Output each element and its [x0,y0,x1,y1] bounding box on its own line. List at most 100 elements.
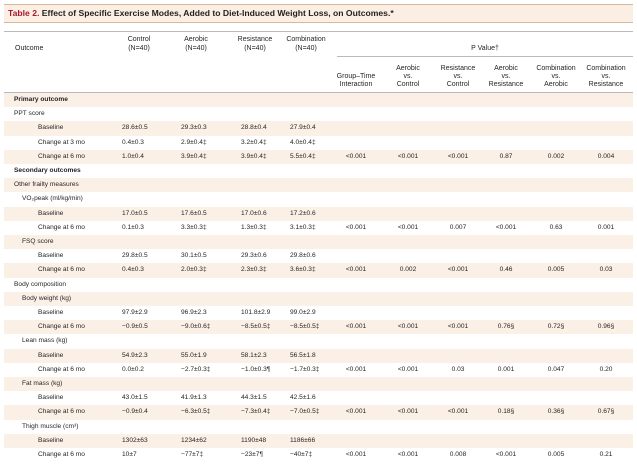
p-value: 0.20 [599,365,613,373]
group-value: 0.0±0.2 [122,365,144,373]
pvalue-col-header-line3: Resistance [588,81,624,88]
p-value: <0.001 [397,223,419,231]
pvalue-header: P Value† [471,45,499,52]
p-value: 0.047 [547,365,565,373]
row-label: Primary outcome [14,96,68,103]
table-row: Body composition [4,278,633,292]
row-label: FSQ score [22,238,54,245]
group-header-name: Combination [286,36,326,43]
group-value: 2.0±0.3‡ [181,266,207,274]
group-value: 101.8±2.9 [241,309,271,316]
group-value: 28.8±0.4 [241,124,267,132]
p-value: 0.36§ [547,408,565,416]
row-label: Body weight (kg) [22,294,72,302]
pvalue-col-header-line3: Control [396,81,420,88]
pvalue-col-header-line1: Combination [536,65,576,72]
pvalue-col-header-line3: Resistance [488,81,524,88]
table-row: Change at 6 mo −0.9±0.5 −9.0±0.6‡ −8.5±0.5‡… [4,320,633,335]
p-value: 0.18§ [497,408,515,416]
table-row: Change at 6 mo 1.0±0.4 3.9±0.4‡ 3.9±0.4‡ 5.5… [4,149,633,164]
group-header-name: Control [127,36,151,43]
group-value: 97.9±2.9 [122,309,148,316]
table-row: Secondary outcomes [4,164,633,178]
table-row: Baseline 28.6±0.5 29.3±0.3 28.8±0.4 27.9±0.4 [4,121,633,136]
group-value: 3.1±0.3‡ [290,223,316,231]
group-value: 58.1±2.3 [241,351,267,359]
p-value: <0.001 [447,152,469,160]
p-value: 0.03 [451,365,465,373]
group-value: −7.0±0.5‡ [290,408,320,416]
group-value: 17.0±0.6 [241,209,267,217]
group-header-n: (N=40) [244,45,266,52]
group-value: −23±7¶ [241,451,264,458]
group-value: 1186±66 [290,436,316,444]
p-value: 0.21 [599,451,613,458]
group-value: −8.5±0.5‡ [290,323,320,331]
p-value: <0.001 [397,152,419,160]
group-value: 29.3±0.3 [181,124,207,132]
group-value: 41.9±1.3 [181,394,207,402]
p-value: 0.72§ [547,323,565,331]
table-row: Baseline 97.9±2.9 96.9±2.3 101.8±2.9 99.0±2.… [4,306,633,320]
p-value: <0.001 [397,408,419,416]
row-label: Baseline [38,394,64,402]
row-label: Change at 6 mo [38,152,85,160]
group-header-n: (N=40) [185,45,207,52]
p-value: <0.001 [345,365,367,373]
row-label: Baseline [38,252,64,260]
p-value: <0.001 [345,408,367,416]
row-label: Baseline [38,351,64,359]
group-value: 55.0±1.9 [181,351,207,359]
table-row: Change at 6 mo 0.4±0.3 2.0±0.3‡ 2.3±0.3‡ 3.6… [4,263,633,278]
table-row: Change at 3 mo 0.4±0.3 2.9±0.4‡ 3.2±0.4‡ 4.0… [4,136,633,150]
table-number: Table 2. [8,8,40,18]
group-value: −0.9±0.5 [122,323,148,331]
row-label: Fat mass (kg) [22,380,63,387]
pvalue-col-header-line2: vs. [551,73,561,80]
p-value: <0.001 [447,266,469,274]
group-value: 96.9±2.3 [181,309,207,316]
p-value: <0.001 [345,223,367,231]
header-top-rule [4,31,633,32]
group-value: 99.0±2.9 [290,309,316,316]
group-value: 5.5±0.4‡ [290,152,316,160]
table-row: FSQ score [4,235,633,250]
group-value: 29.8±0.5 [122,252,148,260]
group-header-n: (N=40) [295,45,317,52]
p-value: <0.001 [397,451,419,458]
group-value: 1234±62 [181,436,207,444]
group-value: 29.3±0.6 [241,252,267,260]
group-value: −2.7±0.3‡ [181,365,211,373]
row-label: Baseline [38,436,64,444]
row-label: Body composition [14,280,67,288]
p-value: 0.46 [499,266,513,274]
p-value: 0.001 [497,365,515,373]
p-value: 0.87 [499,152,513,160]
pvalue-col-header-line2: vs. [601,73,611,80]
table-title: Table 2. Effect of Specific Exercise Mod… [8,8,394,18]
p-value: 0.005 [547,451,565,458]
group-value: −9.0±0.6‡ [181,323,211,331]
group-value: 29.8±0.6 [290,252,316,260]
row-label: Lean mass (kg) [22,337,68,345]
table-row: Baseline 43.0±1.5 41.9±1.3 44.3±1.5 42.5±1.6 [4,391,633,405]
p-value: <0.001 [345,323,367,331]
pvalue-col-header-line2: Interaction [339,81,373,88]
pvalue-col-header-line1: Aerobic [494,65,518,72]
p-value: <0.001 [447,408,469,416]
p-value: <0.001 [495,451,517,458]
group-value: 17.6±0.5 [181,209,207,217]
group-value: 42.5±1.6 [290,394,316,402]
group-value: −8.5±0.5‡ [241,323,271,331]
group-value: −1.7±0.3‡ [290,365,320,373]
table-row: VO₂peak (ml/kg/min) [4,192,633,206]
row-label: Baseline [38,124,64,132]
row-label: Secondary outcomes [14,167,81,174]
p-value: <0.001 [345,152,367,160]
table-caption: Effect of Specific Exercise Modes, Added… [41,8,394,18]
pvalue-col-header-line1: Combination [586,65,626,72]
group-value: 17.0±0.5 [122,209,148,217]
group-value: 1.3±0.3‡ [241,223,267,231]
p-value: 0.002 [547,152,565,160]
p-value: 0.03 [599,266,613,274]
